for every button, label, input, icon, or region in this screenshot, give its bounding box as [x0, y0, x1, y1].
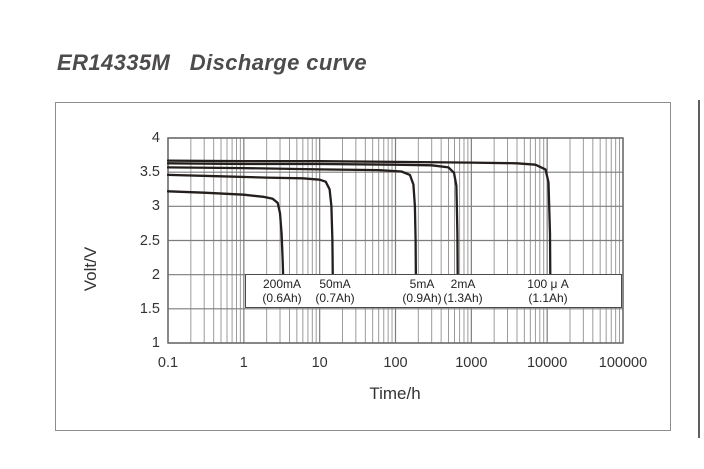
- legend-entry: 5mA (0.9Ah): [402, 277, 441, 305]
- chart-frame: [55, 102, 671, 431]
- x-tick-1: 1: [239, 355, 248, 371]
- legend-capacity: (1.1Ah): [528, 291, 568, 305]
- curve-2mA: [167, 162, 459, 280]
- y-tick-2.5: 2.5: [139, 232, 160, 249]
- legend-current: 2mA: [450, 277, 476, 291]
- legend-current: 200mA: [262, 277, 302, 291]
- x-axis-label: Time/h: [369, 384, 421, 403]
- x-tick-10: 10: [311, 355, 328, 371]
- x-tick-0.1: 0.1: [157, 355, 179, 371]
- legend-current: 100 μ A: [527, 277, 569, 291]
- y-tick-2: 2: [151, 266, 160, 283]
- y-axis-label: Volt/V: [81, 246, 100, 292]
- legend-capacity: (0.9Ah): [402, 291, 442, 305]
- x-tick-10000: 10000: [526, 355, 568, 371]
- page-title: ER14335M Discharge curve: [57, 50, 367, 75]
- legend-capacity: (1.3Ah): [443, 291, 483, 305]
- y-tick-4: 4: [151, 130, 160, 146]
- legend-entry: 200mA (0.6Ah): [262, 277, 301, 305]
- x-tick-100000: 100000: [598, 355, 648, 371]
- legend-capacity: (0.7Ah): [315, 291, 355, 305]
- legend-current: 5mA: [409, 277, 435, 291]
- curve-100uA: [167, 159, 552, 280]
- legend-entry: 2mA (1.3Ah): [443, 277, 482, 305]
- x-tick-100: 100: [383, 355, 408, 371]
- legend-box: 200mA (0.6Ah) 50mA (0.7Ah) 5mA (0.9Ah) 2mA (1.3…: [245, 274, 622, 308]
- legend-current: 50mA: [319, 277, 351, 291]
- x-tick-1000: 1000: [455, 355, 488, 371]
- y-tick-3: 3: [151, 198, 160, 215]
- y-tick-3.5: 3.5: [139, 164, 160, 181]
- legend-entry: 100 μ A (1.1Ah): [527, 277, 569, 305]
- adjacent-frame-edge: [698, 100, 700, 438]
- y-tick-1: 1: [151, 335, 160, 351]
- plot-area: [167, 137, 624, 344]
- y-tick-1.5: 1.5: [139, 300, 160, 317]
- plot-border: [167, 137, 624, 344]
- curve-200mA: [167, 190, 285, 280]
- curve-50mA: [167, 173, 334, 280]
- legend-entry: 50mA (0.7Ah): [315, 277, 354, 305]
- curve-5mA: [167, 166, 418, 280]
- legend-capacity: (0.6Ah): [262, 291, 302, 305]
